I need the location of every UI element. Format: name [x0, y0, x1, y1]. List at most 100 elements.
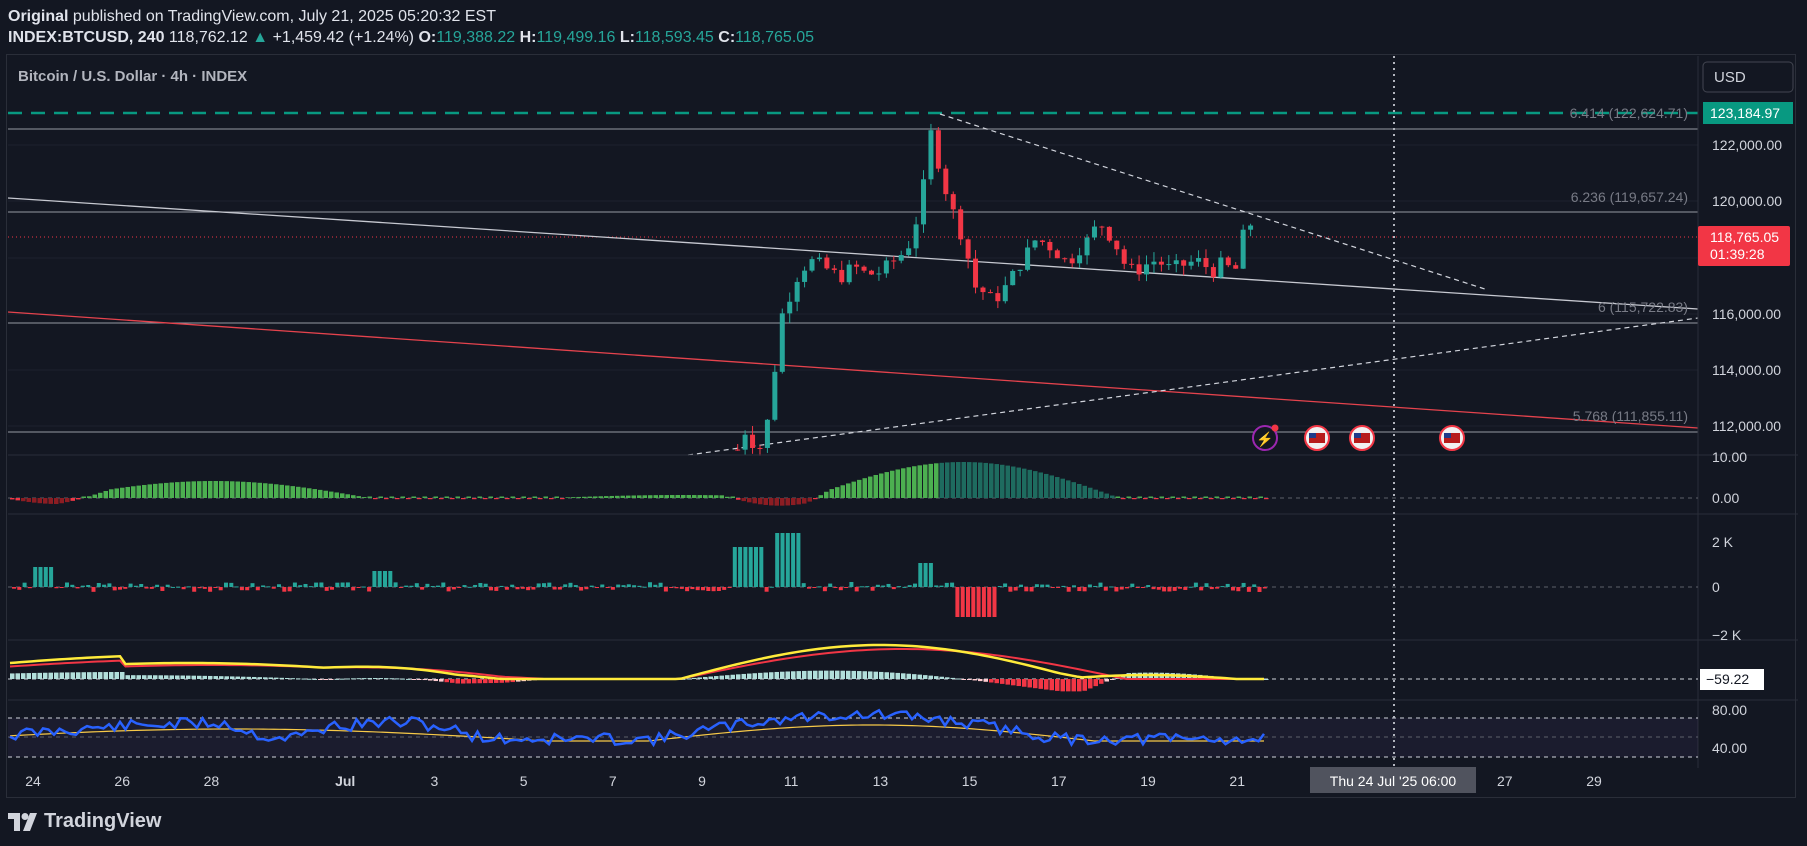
volume-bar — [568, 582, 573, 587]
volume-bar — [589, 585, 594, 587]
volume-bar — [149, 587, 154, 589]
hist-bar — [516, 498, 521, 500]
volume-bar — [833, 587, 838, 588]
hist-bar — [725, 496, 730, 498]
macd-bar — [301, 678, 306, 680]
time-tick: 21 — [1229, 773, 1245, 789]
hist-bar — [461, 498, 466, 500]
macd-bar — [956, 678, 961, 680]
volume-bar — [817, 586, 822, 588]
volume-bar — [409, 585, 414, 587]
volume-bar — [1262, 587, 1267, 589]
volume-bar — [706, 587, 711, 592]
hist-bar — [543, 496, 548, 498]
volume-bar — [695, 587, 700, 591]
macd-bar — [191, 675, 196, 679]
macd-bar — [202, 675, 207, 679]
hist-bar — [1016, 467, 1021, 498]
hist-bar — [153, 483, 158, 498]
macd-bar — [928, 675, 933, 679]
lower-dashed-trendline — [687, 317, 1698, 456]
hist-bar — [945, 462, 950, 498]
volume-bar — [902, 586, 907, 588]
volume-bar — [319, 582, 324, 587]
volume-bar — [621, 585, 626, 587]
tradingview-logo[interactable]: TradingView — [8, 810, 161, 833]
macd-bar — [147, 675, 152, 679]
volume-bar — [849, 582, 854, 587]
hist-bar — [48, 498, 53, 504]
hist-bar — [274, 484, 279, 498]
volume-bar — [155, 584, 160, 587]
volume-bar — [282, 587, 287, 592]
currency-button[interactable]: USD — [1702, 61, 1794, 93]
fib-label-6: 6 (115,722.83) — [1598, 299, 1688, 315]
hist-bar — [175, 482, 180, 498]
volume-bar — [398, 587, 403, 588]
candle-body — [735, 449, 741, 451]
currency-button-label[interactable]: USD — [1714, 69, 1746, 86]
hist-bar — [736, 498, 741, 500]
volume-bar — [139, 583, 144, 587]
hist-bar — [939, 462, 944, 498]
macd-bar — [472, 679, 477, 684]
macd-bar — [989, 679, 994, 683]
volume-bar — [277, 584, 281, 587]
volume-bar — [181, 587, 186, 590]
candle-body — [1002, 285, 1008, 302]
event-markers[interactable]: ⚡ — [1252, 424, 1465, 451]
hist-bar — [791, 498, 796, 506]
volume-bar — [420, 587, 425, 590]
macd-bar — [334, 678, 339, 680]
tradingview-logo-icon — [8, 812, 37, 831]
macd-bar — [274, 677, 279, 679]
hist-bar — [477, 496, 482, 498]
hist-bar — [1159, 496, 1164, 498]
candle-body — [906, 248, 912, 256]
hist-bar — [1022, 468, 1027, 498]
macd-bar — [807, 670, 812, 679]
hist-bar — [956, 462, 961, 498]
volume-bar — [891, 587, 896, 590]
macd-bar — [923, 675, 928, 679]
volume-bar — [1013, 587, 1018, 591]
candle-body — [1106, 226, 1112, 241]
hist-bar — [1187, 498, 1192, 500]
hist-bar — [527, 498, 532, 500]
volume-bar — [202, 587, 207, 589]
volume-bar — [1093, 585, 1098, 587]
macd-bar — [323, 679, 328, 680]
symbol-label[interactable]: INDEX:BTCUSD, 240 — [8, 29, 165, 46]
hist-bar — [329, 491, 334, 498]
hist-bar — [59, 498, 64, 504]
volume-bar — [605, 587, 610, 588]
upper-dashed-trendline — [939, 113, 1489, 291]
hist-bar — [70, 498, 75, 501]
volume-bar — [1029, 587, 1034, 592]
macd-bar — [1022, 679, 1027, 687]
volume-bar — [462, 585, 467, 587]
candle-body — [995, 293, 1001, 302]
macd-bar — [901, 673, 906, 679]
macd-bar — [439, 679, 444, 682]
hist-bar — [235, 481, 240, 498]
hist-bar — [1093, 489, 1098, 498]
hist-bar — [1148, 496, 1153, 498]
volume-bar — [86, 585, 91, 587]
macd-bar — [257, 677, 262, 679]
candle-body — [928, 130, 934, 180]
volume-bar — [971, 587, 976, 617]
macd-bar — [329, 679, 334, 680]
hist-bar — [1126, 496, 1131, 498]
volume-bar — [828, 583, 833, 587]
candle-body — [973, 258, 979, 288]
volume-bar — [1257, 587, 1262, 592]
macd-bar — [1027, 679, 1032, 688]
close-value: 118,765.05 — [735, 29, 815, 46]
macd-bar — [48, 672, 53, 679]
volume-bar — [870, 587, 875, 591]
low-value: 118,593.45 — [634, 29, 714, 46]
volume-bar — [446, 587, 451, 592]
hist-bar — [840, 485, 845, 498]
